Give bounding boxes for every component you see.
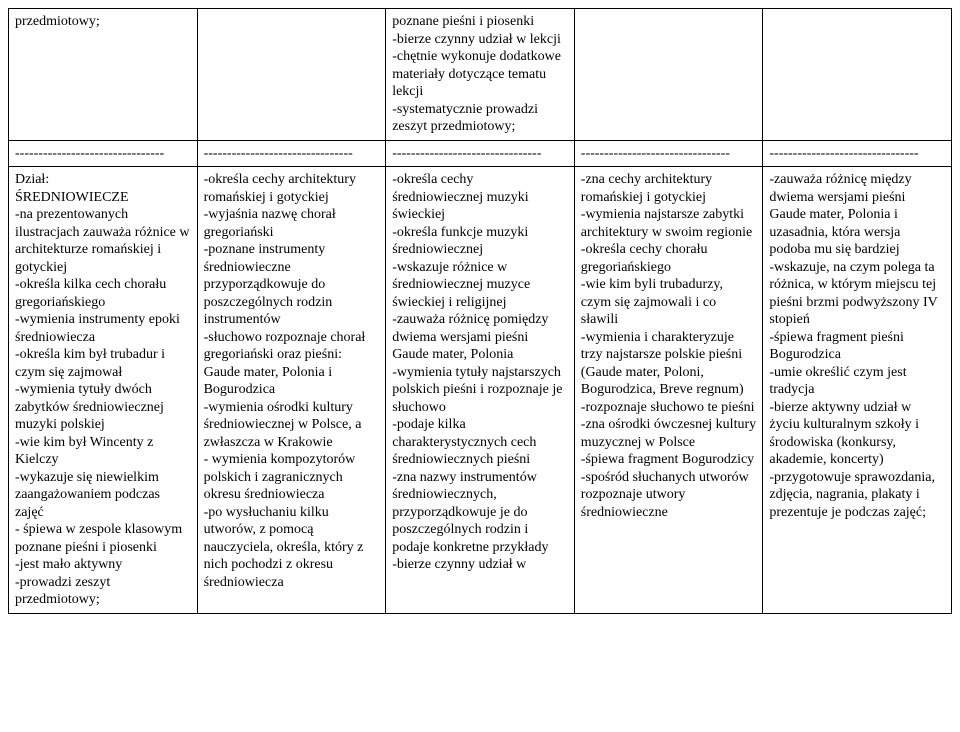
main-c4: -zna cechy architektury romańskiej i got… bbox=[574, 167, 763, 614]
top-c1: przedmiotowy; bbox=[9, 9, 198, 141]
main-c4-text: -zna cechy architektury romańskiej i got… bbox=[581, 172, 760, 520]
sep-c1: -------------------------------- bbox=[9, 140, 198, 167]
sep-c5-text: -------------------------------- bbox=[769, 146, 918, 161]
sep-c3: -------------------------------- bbox=[386, 140, 575, 167]
main-c2-text: -określa cechy architektury romańskiej i… bbox=[204, 172, 369, 590]
sep-c3-text: -------------------------------- bbox=[392, 146, 541, 161]
main-c1: Dział: ŚREDNIOWIECZE -na prezentowanych … bbox=[9, 167, 198, 614]
main-c3-text: -określa cechy średniowiecznej muzyki św… bbox=[392, 172, 566, 572]
grading-table: przedmiotowy; poznane pieśni i piosenki … bbox=[8, 8, 952, 614]
sep-c5: -------------------------------- bbox=[763, 140, 952, 167]
main-c1-text: Dział: ŚREDNIOWIECZE -na prezentowanych … bbox=[15, 172, 193, 607]
main-row: Dział: ŚREDNIOWIECZE -na prezentowanych … bbox=[9, 167, 952, 614]
separator-row: -------------------------------- -------… bbox=[9, 140, 952, 167]
sep-c2: -------------------------------- bbox=[197, 140, 386, 167]
main-c3: -określa cechy średniowiecznej muzyki św… bbox=[386, 167, 575, 614]
top-row: przedmiotowy; poznane pieśni i piosenki … bbox=[9, 9, 952, 141]
top-c4 bbox=[574, 9, 763, 141]
main-c2: -określa cechy architektury romańskiej i… bbox=[197, 167, 386, 614]
sep-c1-text: -------------------------------- bbox=[15, 146, 164, 161]
sep-c4-text: -------------------------------- bbox=[581, 146, 730, 161]
main-c5: -zauważa różnicę między dwiema wersjami … bbox=[763, 167, 952, 614]
top-c3-text: poznane pieśni i piosenki -bierze czynny… bbox=[392, 14, 564, 134]
top-c3: poznane pieśni i piosenki -bierze czynny… bbox=[386, 9, 575, 141]
top-c2 bbox=[197, 9, 386, 141]
sep-c4: -------------------------------- bbox=[574, 140, 763, 167]
top-c5 bbox=[763, 9, 952, 141]
top-c1-text: przedmiotowy; bbox=[15, 14, 100, 29]
main-c5-text: -zauważa różnicę między dwiema wersjami … bbox=[769, 172, 941, 520]
sep-c2-text: -------------------------------- bbox=[204, 146, 353, 161]
page: { "layout": { "page_width_px": 960, "pag… bbox=[0, 0, 960, 622]
